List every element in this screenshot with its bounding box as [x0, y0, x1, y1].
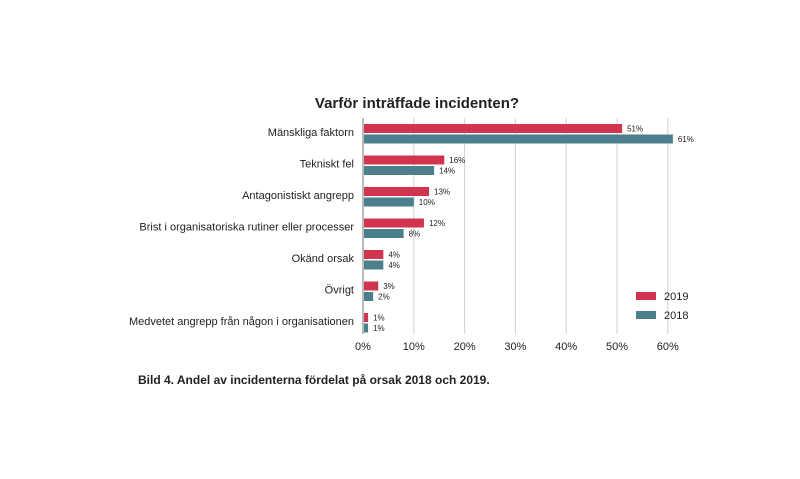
bar-2019	[364, 124, 623, 133]
bar-2018	[364, 323, 369, 333]
bar-2018	[364, 197, 414, 207]
data-label: 4%	[388, 261, 400, 270]
data-label: 14%	[439, 167, 455, 176]
x-axis-ticks: 0% 10% 20% 30% 40% 50% 60%	[355, 341, 679, 353]
data-label: 13%	[434, 188, 450, 197]
legend-swatch-2018	[636, 311, 656, 319]
bars	[364, 124, 673, 333]
data-label: 1%	[373, 324, 385, 333]
category-label: Antagonistiskt angrepp	[242, 190, 354, 202]
legend-label: 2018	[664, 310, 688, 322]
data-label: 4%	[388, 251, 400, 260]
legend-label: 2019	[664, 291, 688, 303]
x-tick-label: 60%	[657, 341, 679, 353]
data-label: 51%	[627, 125, 643, 134]
data-label: 61%	[678, 135, 694, 144]
data-label: 3%	[383, 282, 395, 291]
category-label: Mänskliga faktorn	[268, 127, 354, 139]
category-labels: Mänskliga faktorn Tekniskt fel Antagonisti…	[129, 127, 355, 328]
data-labels: 51% 61% 16% 14% 13%10% 12% 8% 4%4% 3% 2% 1%1%	[373, 125, 694, 334]
x-tick-label: 0%	[355, 341, 371, 353]
chart-title: Varför inträffade incidenten?	[315, 95, 519, 112]
category-label: Övrigt	[325, 285, 354, 297]
category-label: Tekniskt fel	[300, 159, 354, 171]
category-label: Brist i organisatoriska rutiner eller pr…	[139, 222, 354, 234]
legend: 2019 2018	[636, 291, 688, 322]
x-tick-label: 50%	[606, 341, 628, 353]
bar-2018	[364, 229, 404, 238]
category-label: Medvetet angrepp från någon i organisati…	[129, 316, 354, 328]
bar-2019	[364, 281, 379, 291]
data-label: 8%	[409, 230, 421, 239]
x-tick-label: 40%	[555, 341, 577, 353]
data-label: 10%	[419, 198, 435, 207]
category-label: Okänd orsak	[292, 253, 355, 265]
grid-lines	[362, 118, 669, 334]
bar-2018	[364, 260, 384, 270]
legend-swatch-2019	[636, 292, 656, 300]
bar-2018	[364, 134, 673, 144]
bar-2018	[364, 166, 435, 175]
bar-2019	[364, 218, 424, 228]
x-tick-label: 30%	[504, 341, 526, 353]
data-label: 2%	[378, 293, 390, 302]
x-tick-label: 20%	[454, 341, 476, 353]
data-label: 16%	[449, 156, 465, 165]
figure-caption: Bild 4. Andel av incidenterna fördelat p…	[138, 373, 490, 387]
data-label: 1%	[373, 314, 385, 323]
bar-2019	[364, 155, 445, 165]
bar-2019	[364, 250, 384, 259]
bar-2018	[364, 292, 374, 301]
bar-2019	[364, 187, 430, 196]
data-label: 12%	[429, 219, 445, 228]
bar-2019	[364, 313, 369, 322]
x-tick-label: 10%	[403, 341, 425, 353]
